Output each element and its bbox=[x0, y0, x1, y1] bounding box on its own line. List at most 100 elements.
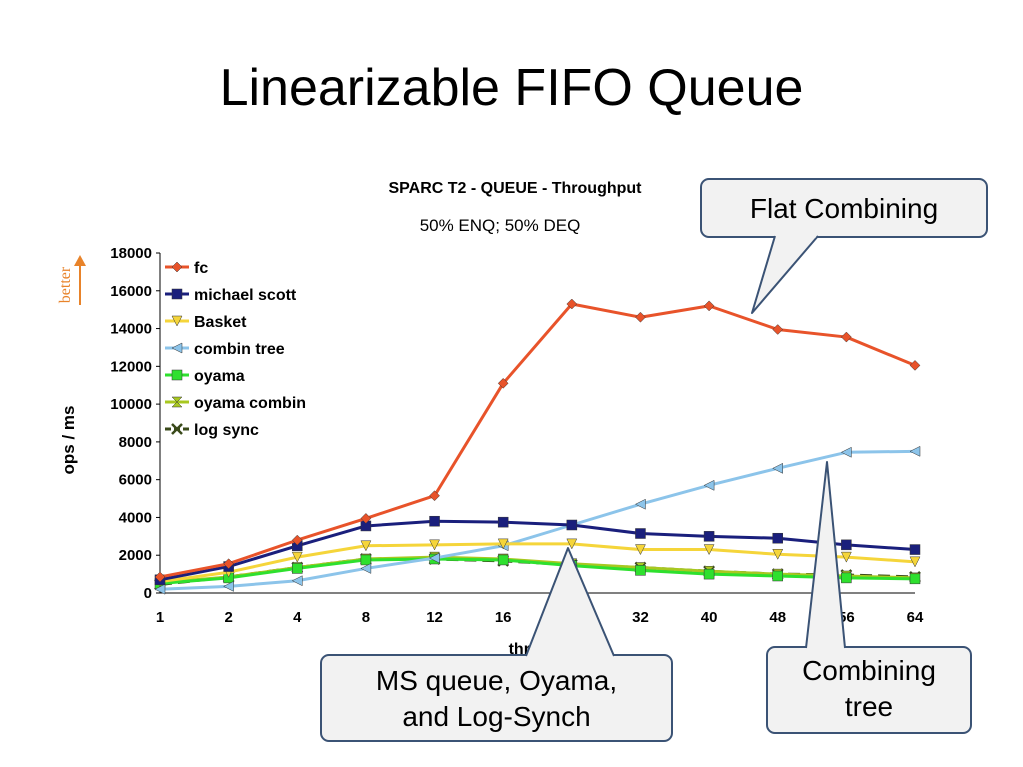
data-point bbox=[841, 572, 852, 584]
data-point bbox=[909, 360, 921, 371]
y-axis-label: ops / ms bbox=[59, 406, 78, 475]
x-tick-label: 8 bbox=[362, 609, 370, 626]
callout-flat-combining-text: Flat Combining bbox=[749, 193, 939, 224]
y-tick-label: 6000 bbox=[119, 472, 152, 489]
data-point bbox=[428, 552, 440, 564]
data-point bbox=[223, 558, 234, 570]
data-point bbox=[772, 462, 783, 474]
legend-item: fc bbox=[165, 260, 208, 277]
data-point bbox=[291, 534, 303, 546]
series-line bbox=[159, 302, 916, 579]
data-point bbox=[360, 513, 372, 524]
data-point bbox=[223, 580, 234, 592]
better-arrow-head bbox=[74, 255, 86, 266]
y-tick-label: 8000 bbox=[119, 434, 152, 451]
x-tick-label: 32 bbox=[632, 609, 649, 626]
series-line bbox=[159, 449, 916, 591]
legend-label: fc bbox=[194, 260, 208, 277]
data-point bbox=[566, 519, 578, 531]
chart-axes: 0 2000 4000 6000 8000 10000 12000 14000 16000 180… bbox=[110, 245, 924, 658]
x-tick-label: 4 bbox=[293, 609, 302, 626]
y-tick-label: 18000 bbox=[110, 245, 152, 262]
data-point bbox=[634, 498, 646, 510]
series-fc bbox=[154, 298, 921, 583]
data-point bbox=[497, 538, 509, 550]
x-tick-label: 48 bbox=[769, 609, 786, 626]
data-point bbox=[171, 261, 183, 273]
data-point bbox=[909, 556, 921, 568]
data-point bbox=[909, 573, 921, 585]
data-point bbox=[429, 515, 440, 527]
x-tick-label: 64 bbox=[907, 609, 924, 626]
legend-label: oyama combin bbox=[194, 395, 306, 412]
legend-item: log sync bbox=[165, 422, 259, 439]
series-line bbox=[159, 542, 916, 584]
data-point bbox=[360, 540, 372, 552]
chart-subtitle: 50% ENQ; 50% DEQ bbox=[420, 216, 581, 235]
y-tick-label: 0 bbox=[144, 585, 152, 602]
data-point bbox=[772, 532, 783, 544]
data-point bbox=[566, 298, 578, 310]
chart-legend: fc michael scott Basket combin tree oyama oya… bbox=[165, 260, 306, 439]
data-point bbox=[703, 544, 715, 556]
callout-ms-queue-text: MS queue, Oyama, and Log-Synch bbox=[375, 665, 618, 732]
data-point bbox=[360, 563, 372, 574]
series-basket bbox=[154, 538, 921, 588]
callout-ms-queue bbox=[320, 547, 673, 742]
data-point bbox=[154, 571, 166, 583]
x-tick-label: 2 bbox=[224, 609, 232, 626]
data-point bbox=[703, 531, 715, 542]
data-point bbox=[772, 324, 784, 335]
data-point bbox=[635, 311, 646, 323]
y-tick-label: 2000 bbox=[119, 547, 152, 564]
data-point bbox=[497, 554, 509, 566]
data-point bbox=[635, 544, 646, 556]
data-point bbox=[635, 528, 646, 539]
data-point bbox=[292, 563, 303, 574]
legend-label: log sync bbox=[194, 422, 259, 439]
y-tick-label: 10000 bbox=[110, 396, 152, 413]
data-point bbox=[635, 565, 646, 576]
data-point bbox=[840, 551, 852, 563]
callout-combining-tree-text: Combining tree bbox=[802, 655, 936, 722]
data-point bbox=[841, 331, 852, 343]
legend-item: Basket bbox=[165, 314, 247, 331]
y-tick-label: 4000 bbox=[119, 509, 152, 526]
data-point bbox=[841, 539, 852, 551]
slide-title: Linearizable FIFO Queue bbox=[219, 59, 804, 117]
data-point bbox=[171, 288, 183, 300]
data-point bbox=[703, 300, 715, 312]
data-point bbox=[772, 549, 784, 560]
data-point bbox=[171, 369, 183, 381]
y-tick-label: 12000 bbox=[110, 358, 152, 375]
better-label: better bbox=[57, 266, 74, 303]
x-tick-label: 12 bbox=[426, 609, 443, 626]
chart-title: SPARC T2 - QUEUE - Throughput bbox=[388, 180, 642, 197]
y-tick-label: 14000 bbox=[110, 321, 152, 338]
legend-item: oyama combin bbox=[165, 395, 306, 412]
data-point bbox=[360, 554, 372, 566]
data-point bbox=[429, 490, 440, 502]
legend-label: oyama bbox=[194, 368, 245, 385]
data-point bbox=[291, 575, 303, 587]
data-point bbox=[772, 570, 783, 582]
data-point bbox=[840, 446, 852, 458]
data-point bbox=[497, 377, 509, 389]
callout-flat-combining bbox=[700, 178, 988, 314]
data-point bbox=[497, 516, 509, 528]
x-tick-label: 1 bbox=[156, 609, 164, 626]
data-point bbox=[171, 342, 183, 354]
data-point bbox=[171, 396, 183, 408]
legend-item: oyama bbox=[165, 368, 245, 385]
data-point bbox=[171, 315, 183, 327]
data-point bbox=[566, 538, 578, 550]
legend-item: michael scott bbox=[165, 287, 297, 304]
data-point bbox=[909, 445, 921, 457]
data-point bbox=[703, 479, 715, 491]
chart-series bbox=[154, 298, 921, 595]
data-point bbox=[703, 568, 715, 580]
callout-combining-tree bbox=[766, 461, 972, 734]
data-point bbox=[291, 551, 303, 563]
